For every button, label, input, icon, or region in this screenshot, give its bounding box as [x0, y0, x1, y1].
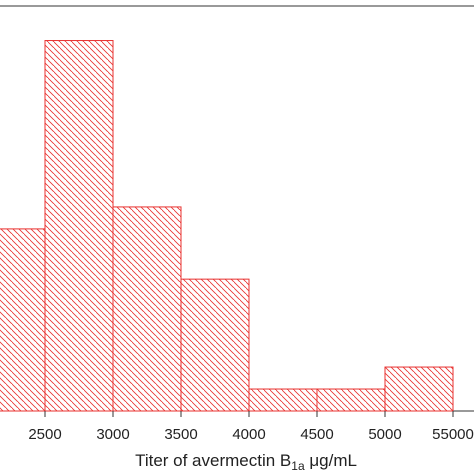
x-tick-label: 55000 — [432, 426, 474, 443]
x-axis-label-main: Titer of avermectin B — [135, 451, 291, 470]
x-tick-label: 3500 — [164, 426, 197, 443]
histogram-bar — [0, 228, 46, 412]
x-tick-label: 2500 — [28, 426, 61, 443]
x-axis-ticks: 2500 3000 3500 4000 4500 5000 55000 — [28, 411, 474, 443]
x-tick-label: 5000 — [368, 426, 401, 443]
histogram-bar — [112, 206, 182, 412]
x-tick-label: 4000 — [232, 426, 265, 443]
histogram-bars — [0, 40, 454, 412]
histogram-bar — [180, 278, 250, 412]
x-axis-label-unit: μg/mL — [305, 451, 357, 470]
x-axis-label: Titer of avermectin B1a μg/mL — [135, 451, 357, 473]
histogram-bar — [316, 388, 386, 412]
x-axis-label-subscript: 1a — [291, 459, 305, 473]
histogram-bar — [248, 388, 318, 412]
histogram-bar — [384, 366, 454, 412]
x-tick-label: 3000 — [96, 426, 129, 443]
x-tick-label: 4500 — [300, 426, 333, 443]
histogram-bar — [44, 40, 114, 412]
